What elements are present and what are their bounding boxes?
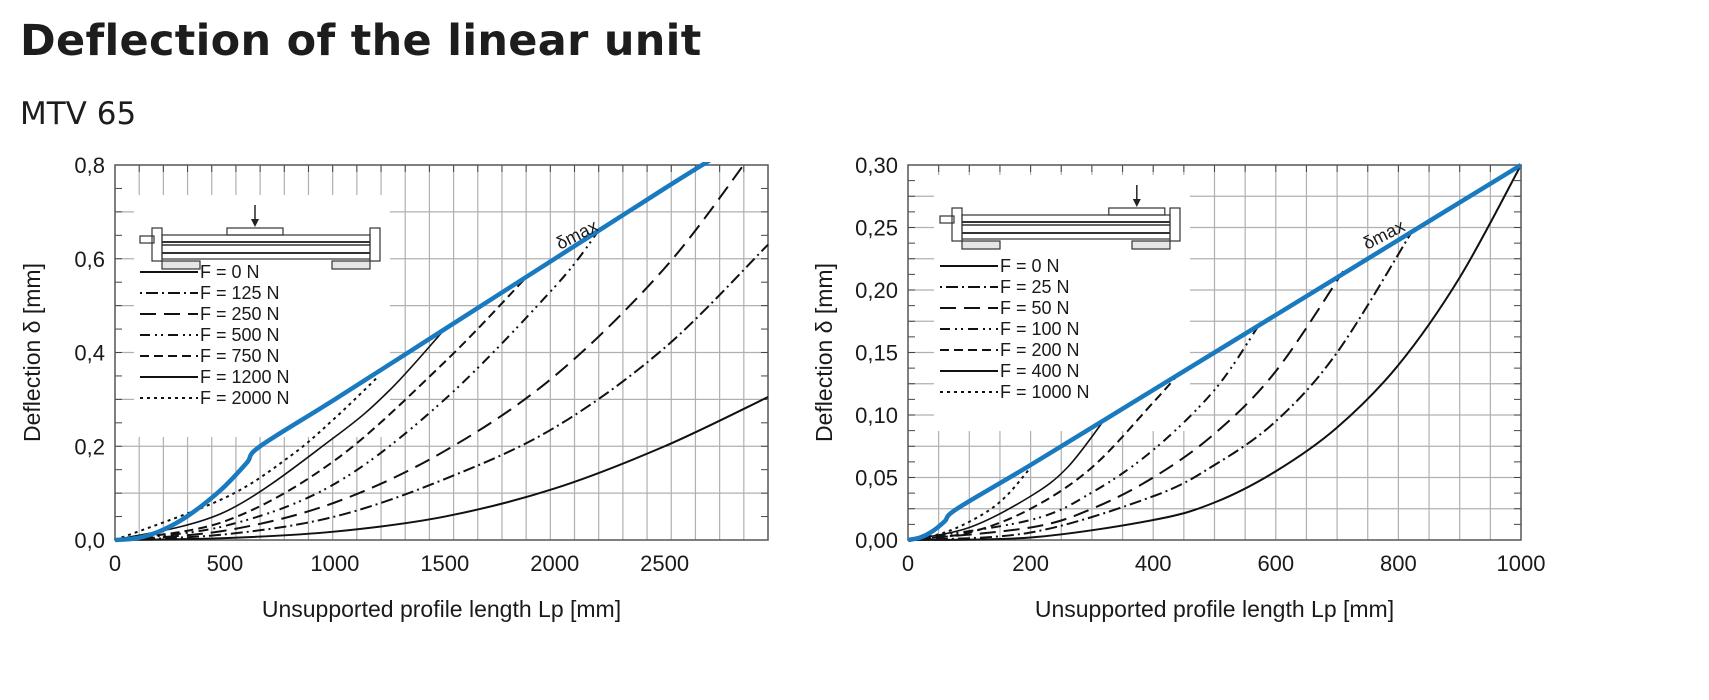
legend-label: F = 750 N [200,346,280,366]
force-curve [907,326,1259,541]
axis-ticks: 0 500 1000 1500 2000 2500 0,0 0,2 0,4 0,6 0,8 [74,153,689,576]
x-axis-label: Unsupported profile length Lp [mm] [1035,596,1394,622]
axis-ticks: 0 200 400 600 800 1000 0,00 0,05 0,10 0,15 0,20 0,2… [855,153,1545,576]
force-curve [114,375,380,541]
x-tick-label: 200 [1012,551,1049,576]
plot-frame [907,164,1522,541]
legend: F = 0 NF = 25 NF = 50 NF = 100 NF = 200 … [940,256,1090,402]
x-tick-label: 0 [902,551,914,576]
delta-max-line [907,163,1523,543]
y-tick-label: 0,4 [74,341,105,366]
y-tick-label: 0,10 [855,403,898,428]
data-series [114,162,769,543]
force-curve [907,466,1032,541]
force-curve [907,419,1105,541]
legend-label: F = 0 N [1000,256,1060,276]
plot-frame [114,164,769,541]
legend-label: F = 1200 N [200,367,290,387]
y-tick-label: 0,20 [855,278,898,303]
legend-label: F = 50 N [1000,298,1070,318]
legend-label: F = 0 N [200,262,260,282]
linear-unit-diagram-icon [939,185,1181,250]
legend-label: F = 500 N [200,325,280,345]
delta-max-line [114,162,712,543]
x-tick-label: 800 [1380,551,1417,576]
y-tick-label: 0,15 [855,341,898,366]
y-tick-label: 0,6 [74,247,105,272]
force-curve [907,374,1179,541]
linear-unit-diagram-icon [139,205,381,270]
y-tick-label: 0,25 [855,216,898,241]
y-tick-label: 0,2 [74,434,105,459]
force-curve [114,328,446,541]
y-tick-label: 0,0 [74,528,105,553]
force-curve [114,230,600,541]
x-tick-label: 2000 [530,551,579,576]
page-subtitle: MTV 65 [20,96,137,132]
legend-label: F = 100 N [1000,319,1080,339]
x-axis-label: Unsupported profile length Lp [mm] [262,596,621,622]
x-tick-label: 1000 [1497,551,1546,576]
x-tick-label: 1000 [310,551,359,576]
legend: F = 0 NF = 125 NF = 250 NF = 500 NF = 75… [140,262,290,408]
legend-label: F = 2000 N [200,388,290,408]
legend-label: F = 25 N [1000,277,1070,297]
legend-label: F = 200 N [1000,340,1080,360]
force-curve [907,233,1412,541]
x-tick-label: 500 [207,551,244,576]
y-tick-label: 0,30 [855,153,898,178]
y-tick-label: 0,00 [855,528,898,553]
x-tick-label: 400 [1135,551,1172,576]
x-tick-label: 0 [109,551,121,576]
force-curve [114,243,769,541]
force-curve [114,276,527,541]
y-axis-label: Deflection δ [mm] [811,263,837,442]
legend-label: F = 250 N [200,304,280,324]
x-tick-label: 2500 [640,551,689,576]
force-curve [907,270,1345,541]
legend-label: F = 400 N [1000,361,1080,381]
y-tick-label: 0,05 [855,466,898,491]
legend-label: F = 125 N [200,283,280,303]
delta-max-label: δmax [553,216,601,254]
y-axis-label: Deflection δ [mm] [19,263,45,442]
legend-background [934,175,1190,431]
page-title: Deflection of the linear unit [20,16,702,66]
x-tick-label: 600 [1257,551,1294,576]
force-curve [114,396,769,541]
x-tick-label: 1500 [420,551,469,576]
force-curve [907,164,1522,541]
legend-label: F = 1000 N [1000,382,1090,402]
force-curve [114,162,747,541]
y-tick-label: 0,8 [74,153,105,178]
data-series [907,163,1523,543]
